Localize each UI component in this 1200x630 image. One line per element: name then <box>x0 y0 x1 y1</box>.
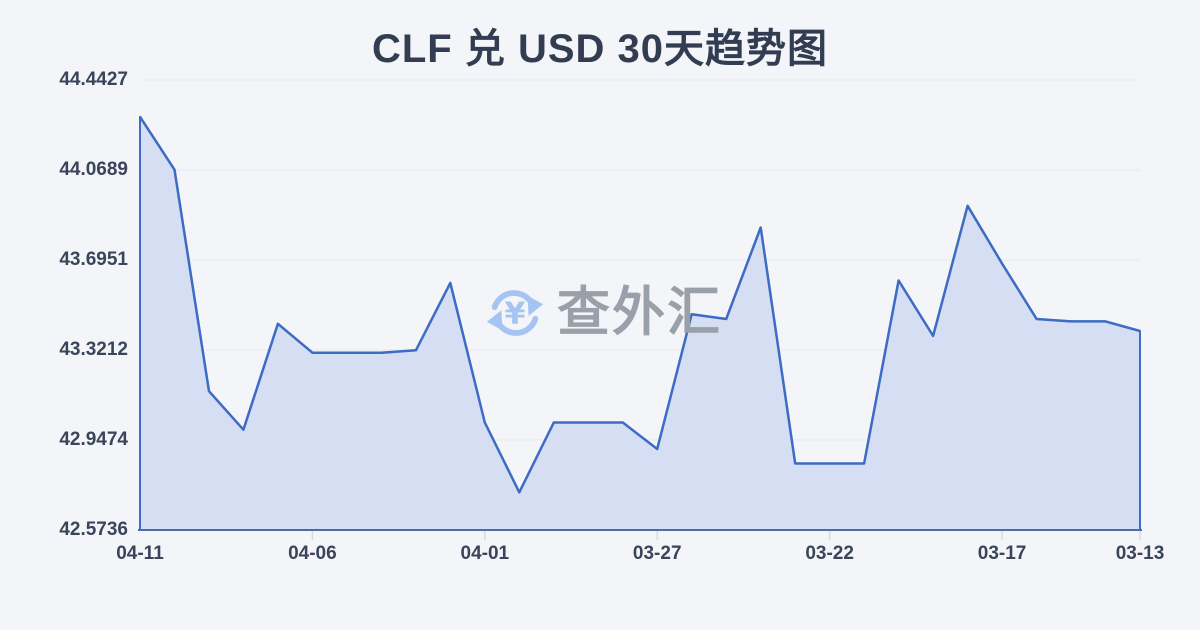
x-axis-label: 04-01 <box>460 543 510 564</box>
y-axis-label: 44.4427 <box>59 69 128 90</box>
y-axis-label: 44.0689 <box>59 159 128 180</box>
y-axis-label: 42.9474 <box>59 429 128 450</box>
yen-symbol: ¥ <box>505 297 526 332</box>
watermark-text: 查外汇 <box>557 283 722 342</box>
trend-line <box>138 116 1141 494</box>
site-watermark: ¥ 查外汇 <box>484 281 722 345</box>
x-axis-label: 03-22 <box>805 543 854 564</box>
x-axis-ticks <box>311 531 1141 540</box>
arrow-head-left <box>486 310 503 331</box>
y-axis-label: 42.5736 <box>59 519 128 540</box>
x-axis-label: 03-27 <box>632 543 682 564</box>
x-axis-label: 04-06 <box>288 543 337 564</box>
currency-exchange-icon: ¥ <box>486 290 544 336</box>
y-axis-label: 43.6951 <box>59 249 128 270</box>
x-axis-label: 03-13 <box>1115 543 1165 564</box>
page-title: CLF 兑 USD 30天趋势图 <box>371 27 829 71</box>
y-axis-label: 43.3212 <box>59 339 128 360</box>
x-axis-label: 03-17 <box>977 543 1027 564</box>
arrow-head-right <box>527 295 544 316</box>
x-axis-label: 04-11 <box>116 543 164 564</box>
